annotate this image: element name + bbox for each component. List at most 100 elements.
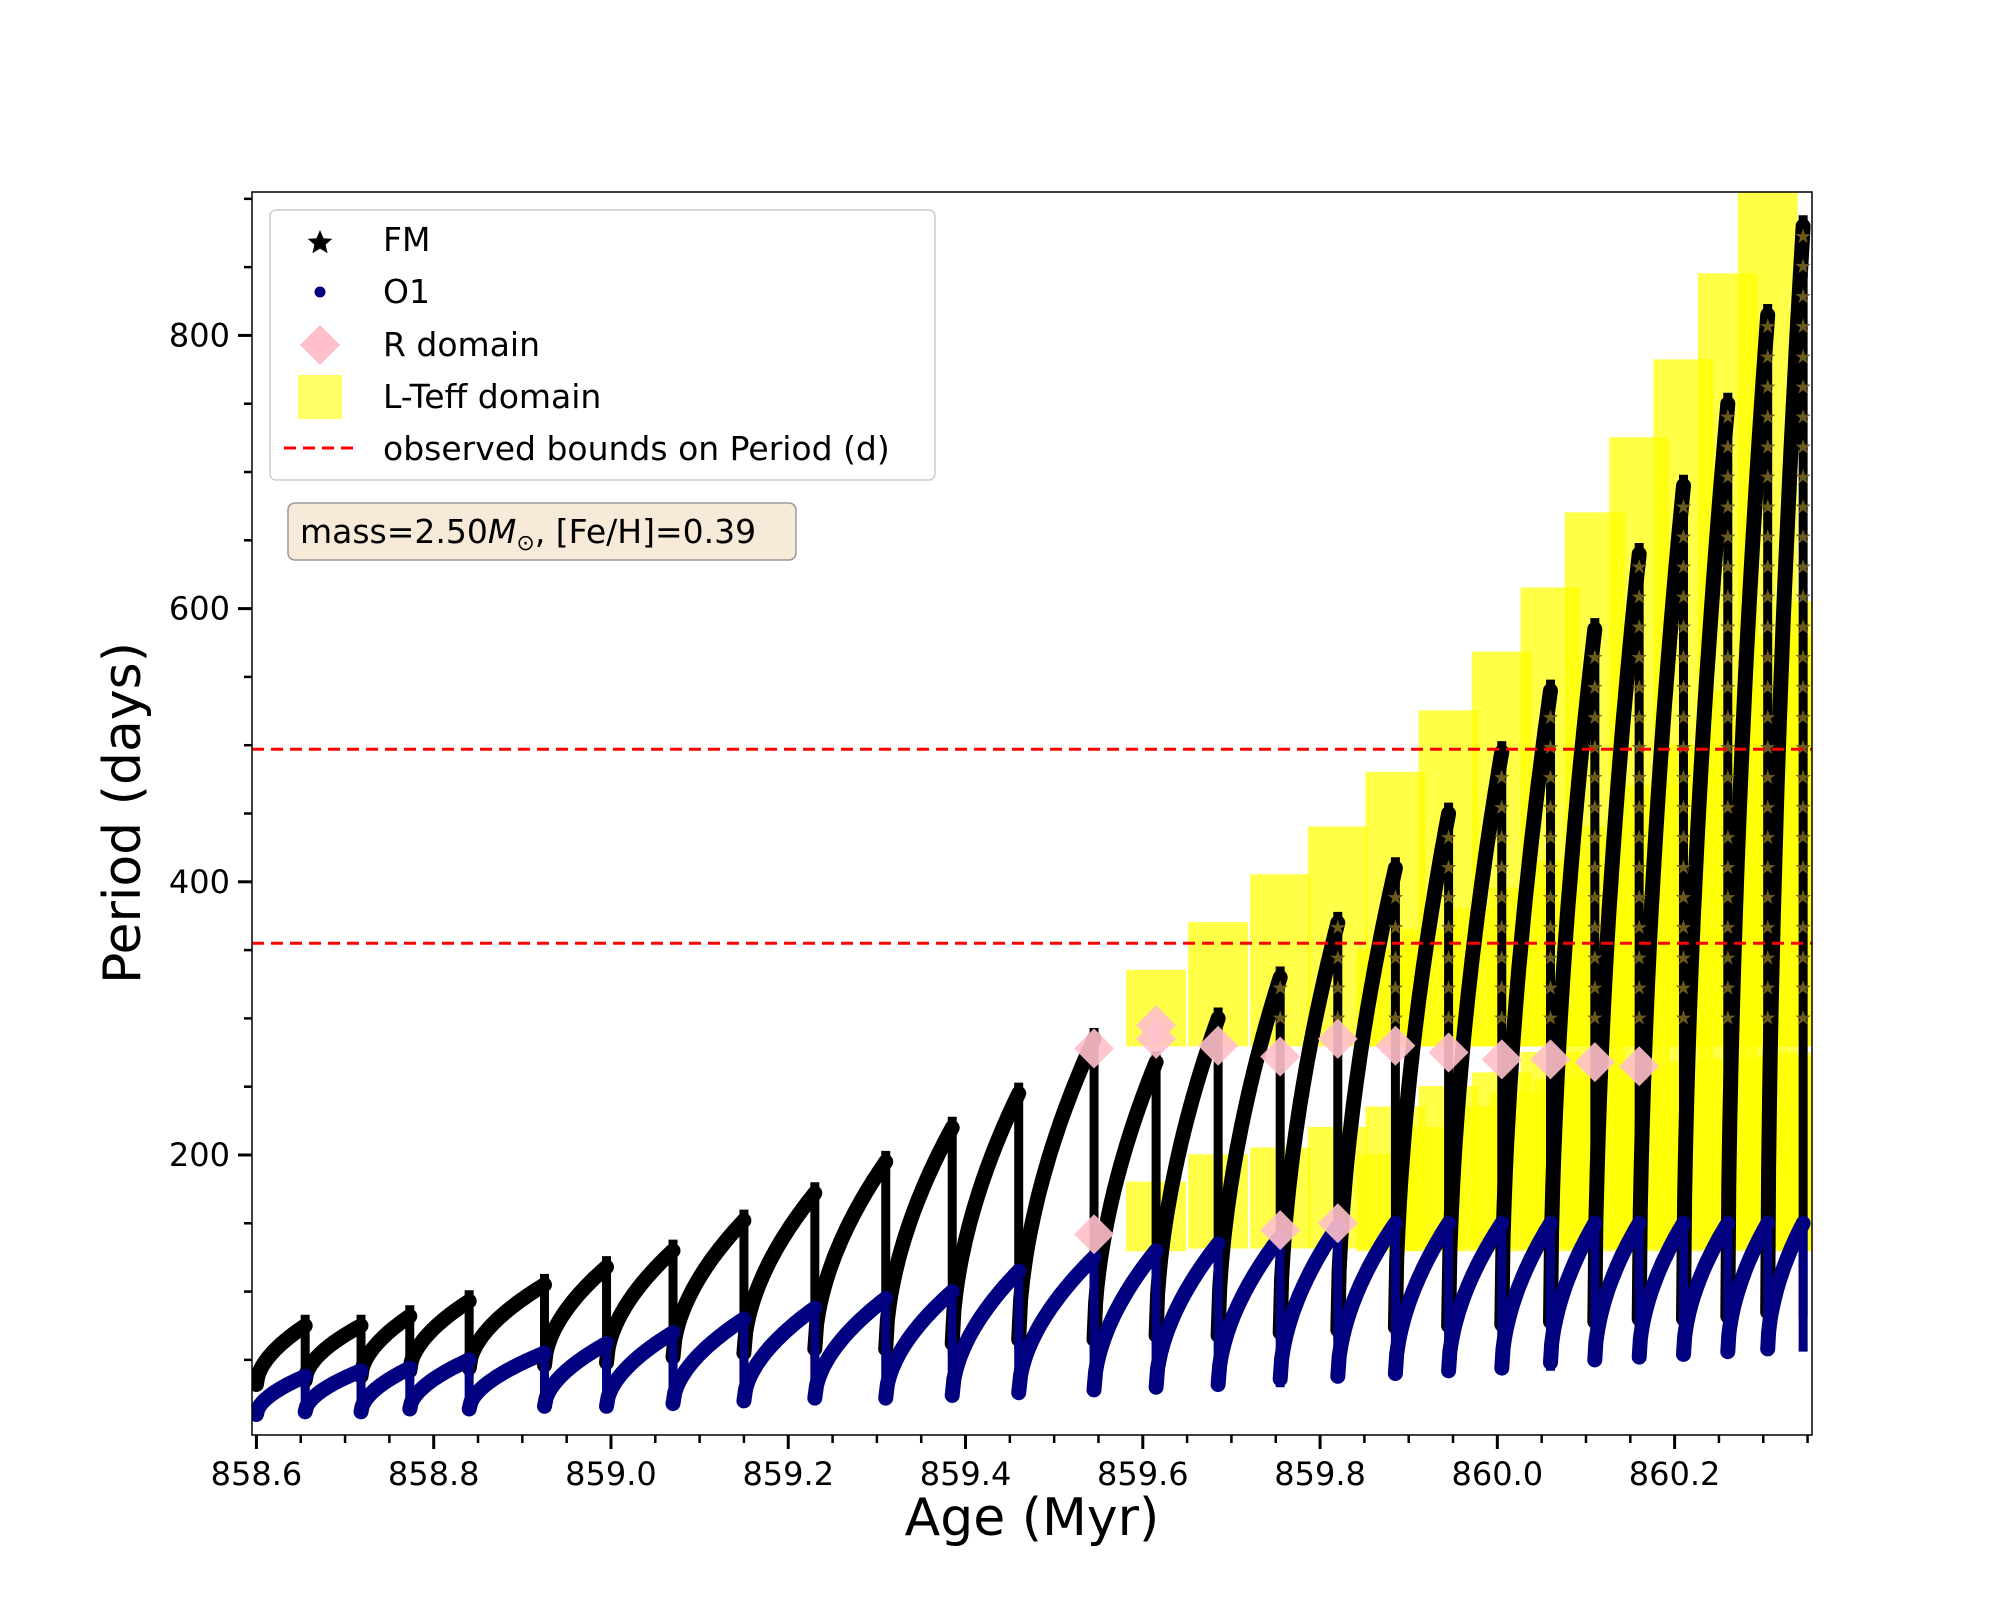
- o1-pulse-3: [402, 1352, 477, 1417]
- o1-pulse-15: [1210, 1229, 1288, 1392]
- fm-pulse-16: [1272, 915, 1346, 1341]
- x-tick-label: 860.0: [1452, 1455, 1544, 1493]
- fm-star-26: ★: [1794, 254, 1812, 278]
- fm-star-18: ★: [1440, 975, 1458, 999]
- fm-star-22: ★: [1630, 915, 1648, 939]
- fm-star-25: ★: [1759, 464, 1777, 488]
- fm-star-21: ★: [1586, 705, 1604, 729]
- fm-star-25: ★: [1759, 885, 1777, 909]
- y-tick-label: 200: [169, 1136, 230, 1174]
- legend-label-lteff: L-Teff domain: [383, 377, 601, 416]
- fm-star-19: ★: [1493, 825, 1511, 849]
- fm-star-19: ★: [1493, 975, 1511, 999]
- fm-star-22: ★: [1630, 585, 1648, 609]
- fm-star-21: ★: [1586, 915, 1604, 939]
- fm-pulse-20: [1494, 683, 1558, 1332]
- annotation-suffix: , [Fe/H]=0.39: [535, 512, 756, 551]
- fm-star-26: ★: [1794, 825, 1812, 849]
- o1-pulse-24: [1676, 1215, 1736, 1362]
- fm-star-22: ★: [1630, 555, 1648, 579]
- fm-star-25: ★: [1759, 825, 1777, 849]
- fm-star-23: ★: [1675, 825, 1693, 849]
- fm-star-25: ★: [1759, 915, 1777, 939]
- fm-pulse-1: [297, 1318, 369, 1388]
- y-tick-label: 400: [169, 863, 230, 901]
- fm-pulse-19: [1441, 744, 1510, 1334]
- fm-star-26: ★: [1794, 615, 1812, 639]
- legend: FM O1 R domain L-Teff domain observed bo…: [269, 209, 936, 481]
- fm-star-22: ★: [1630, 855, 1648, 879]
- fm-star-26: ★: [1794, 284, 1812, 308]
- fm-star-24: ★: [1719, 765, 1737, 789]
- fm-star-20: ★: [1542, 945, 1560, 969]
- fm-star-17: ★: [1386, 915, 1404, 939]
- fm-star-20: ★: [1542, 1005, 1560, 1029]
- fm-star-22: ★: [1630, 735, 1648, 759]
- fm-star-20: ★: [1542, 765, 1560, 789]
- fm-star-23: ★: [1675, 795, 1693, 819]
- fm-star-23: ★: [1675, 975, 1693, 999]
- fm-star-17: ★: [1386, 945, 1404, 969]
- fm-star-21: ★: [1586, 975, 1604, 999]
- o1-pulse-25: [1720, 1215, 1776, 1360]
- fm-star-19: ★: [1493, 855, 1511, 879]
- x-tick-label: 859.0: [565, 1455, 657, 1493]
- o1-pulse-14: [1148, 1236, 1226, 1395]
- fm-star-26: ★: [1794, 555, 1812, 579]
- x-tick-label: 858.6: [211, 1455, 303, 1493]
- fm-pulse-22: [1587, 546, 1647, 1330]
- fm-star-20: ★: [1542, 795, 1560, 819]
- fm-star-25: ★: [1759, 344, 1777, 368]
- fm-star-18: ★: [1440, 915, 1458, 939]
- fm-pulse-3: [402, 1293, 477, 1379]
- y-axis-ticks: 200 400 600 800: [169, 197, 252, 1362]
- observed-bounds-lines: [252, 747, 1812, 945]
- fm-star-24: ★: [1719, 645, 1737, 669]
- fm-star-26: ★: [1794, 675, 1812, 699]
- fm-star-24: ★: [1719, 434, 1737, 458]
- fm-pulse-24: [1676, 396, 1736, 1327]
- r-domain-marker-14: [1619, 1046, 1660, 1087]
- fm-star-21: ★: [1586, 825, 1604, 849]
- r-domain-marker-4: [1198, 1025, 1239, 1066]
- fm-star-26: ★: [1794, 404, 1812, 428]
- fm-pulse-18: [1387, 806, 1457, 1335]
- fm-star-26: ★: [1794, 765, 1812, 789]
- fm-star-22: ★: [1630, 675, 1648, 699]
- fm-star-23: ★: [1675, 585, 1693, 609]
- fm-star-26: ★: [1794, 885, 1812, 909]
- o1-pulse-21: [1543, 1215, 1603, 1371]
- fm-star-24: ★: [1719, 885, 1737, 909]
- fm-star-26: ★: [1794, 915, 1812, 939]
- fm-star-22: ★: [1630, 1005, 1648, 1029]
- o1-pulse-13: [1086, 1243, 1164, 1398]
- fm-pulse-0: [252, 1318, 313, 1392]
- fm-star-26: ★: [1794, 1005, 1812, 1029]
- fm-star-26: ★: [1794, 585, 1812, 609]
- o1-pulse-4: [461, 1345, 552, 1417]
- fm-series: [252, 215, 1811, 1392]
- y-axis-label: Period (days): [93, 642, 153, 984]
- fm-star-18: ★: [1440, 855, 1458, 879]
- fm-star-26: ★: [1794, 374, 1812, 398]
- fm-star-24: ★: [1719, 404, 1737, 428]
- fm-star-26: ★: [1794, 224, 1812, 248]
- legend-label-o1: O1: [383, 272, 430, 311]
- fm-star-26: ★: [1794, 434, 1812, 458]
- fm-star-22: ★: [1630, 615, 1648, 639]
- fm-star-24: ★: [1719, 675, 1737, 699]
- fm-pulse-8: [736, 1185, 823, 1361]
- o1-series: [252, 1215, 1811, 1422]
- fm-star-25: ★: [1759, 525, 1777, 549]
- fm-star-23: ★: [1675, 735, 1693, 759]
- fm-star-16: ★: [1329, 975, 1347, 999]
- o1-pulse-8: [736, 1300, 823, 1409]
- fm-star-24: ★: [1719, 855, 1737, 879]
- fm-star-22: ★: [1630, 885, 1648, 909]
- r-domain-series: [1074, 1005, 1660, 1255]
- legend-label-fm: FM: [383, 220, 430, 259]
- o1-pulse-17: [1330, 1215, 1403, 1384]
- fm-star-23: ★: [1675, 645, 1693, 669]
- legend-box: [269, 209, 936, 481]
